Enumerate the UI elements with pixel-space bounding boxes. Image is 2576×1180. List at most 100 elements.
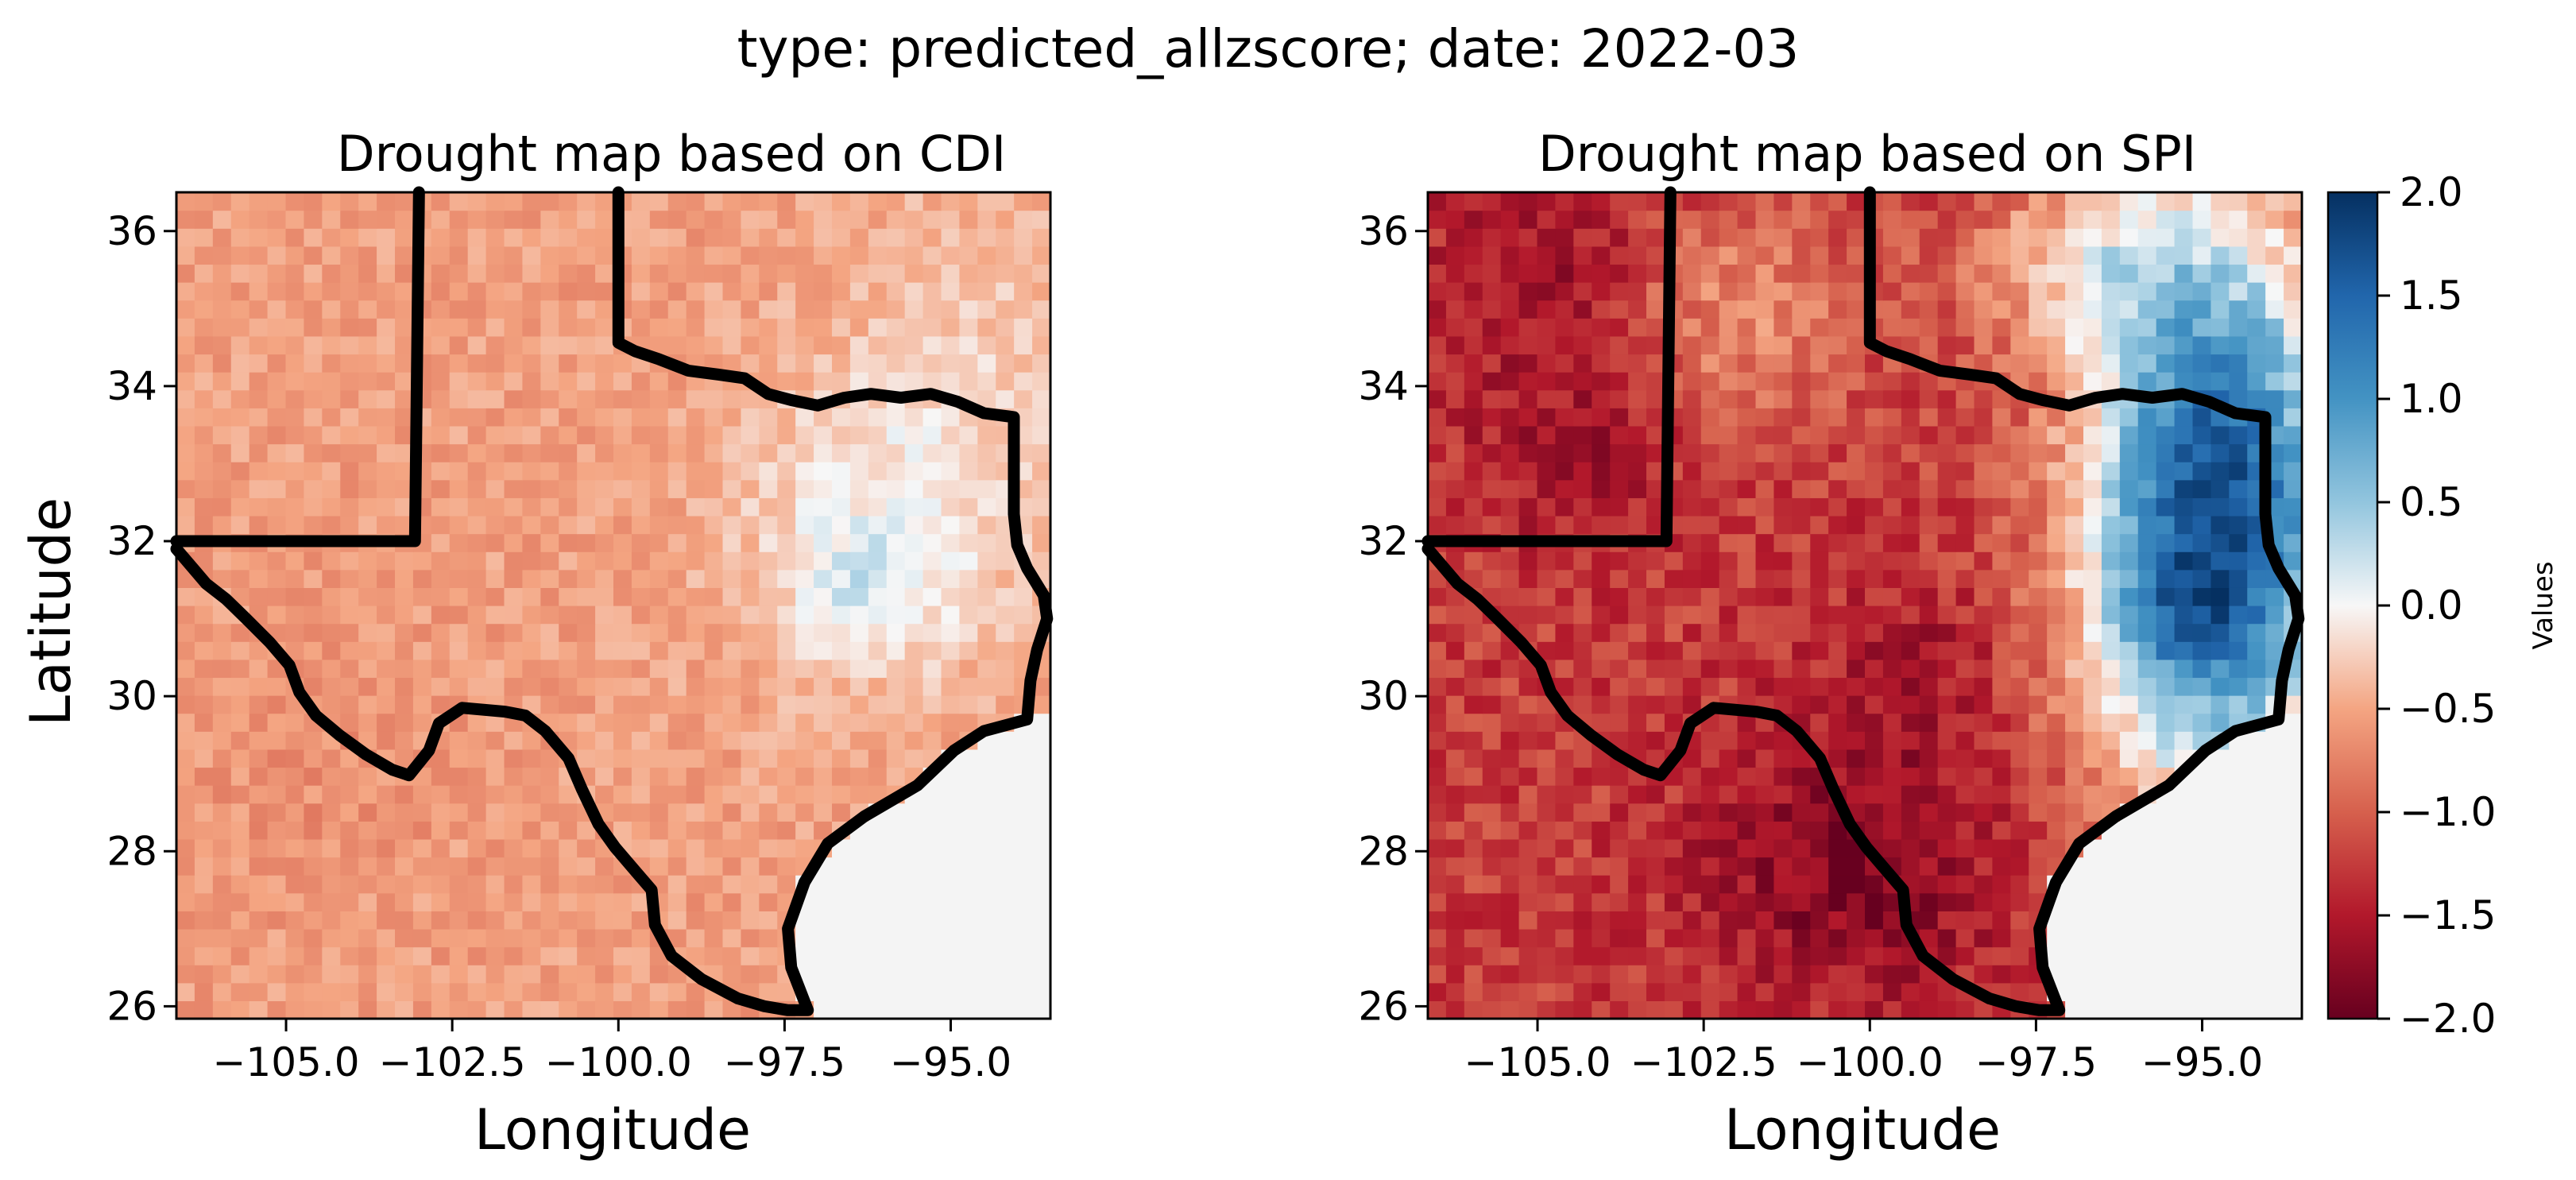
heatmap-cell (1737, 335, 1757, 355)
heatmap-cell (1810, 408, 1829, 427)
heatmap-cell (267, 264, 287, 283)
heatmap-cell (1792, 300, 1811, 319)
heatmap-cell (467, 982, 487, 1001)
heatmap-cell (814, 587, 833, 606)
heatmap-cell (2119, 515, 2139, 535)
heatmap-cell (832, 695, 851, 714)
heatmap-cell (849, 443, 869, 462)
heatmap-cell (2010, 228, 2029, 247)
heatmap-cell (1773, 264, 1793, 283)
heatmap-cell (2065, 533, 2084, 552)
heatmap-cell (704, 695, 724, 714)
heatmap-cell (649, 443, 669, 462)
heatmap-cell (1646, 282, 1665, 301)
heatmap-cell (1428, 659, 1447, 679)
heatmap-cell (1573, 569, 1592, 588)
heatmap-cell (849, 264, 869, 283)
heatmap-cell (2065, 803, 2084, 822)
heatmap-cell (2029, 282, 2048, 301)
heatmap-cell (194, 857, 214, 876)
heatmap-cell (395, 749, 414, 768)
heatmap-cell (230, 210, 250, 229)
heatmap-cell (1792, 354, 1811, 373)
heatmap-cell (2229, 946, 2248, 965)
heatmap-cell (741, 821, 760, 840)
heatmap-cell (959, 282, 978, 301)
heatmap-cell (2029, 551, 2048, 571)
heatmap-cell (395, 731, 414, 750)
heatmap-cell (722, 659, 742, 679)
heatmap-cell (722, 713, 742, 732)
heatmap-cell (304, 479, 323, 498)
heatmap-cell (1937, 425, 1957, 445)
heatmap-cell (2229, 462, 2248, 481)
heatmap-cell (2029, 659, 2048, 679)
heatmap-cell (1610, 282, 1629, 301)
heatmap-cell (996, 928, 1015, 948)
heatmap-cell (941, 515, 961, 535)
heatmap-cell (431, 282, 451, 301)
heatmap-cell (1428, 497, 1447, 516)
heatmap-cell (267, 479, 287, 498)
heatmap-cell (1847, 533, 1866, 552)
heatmap-cell (795, 462, 814, 481)
heatmap-cell (595, 1000, 614, 1019)
heatmap-cell (868, 192, 888, 211)
heatmap-cell (977, 965, 996, 984)
heatmap-cell (504, 749, 524, 768)
heatmap-cell (176, 875, 195, 894)
heatmap-cell (1428, 965, 1447, 984)
heatmap-cell (2047, 767, 2066, 786)
heatmap-cell (631, 264, 651, 283)
heatmap-cell (613, 497, 632, 516)
heatmap-cell (868, 282, 888, 301)
heatmap-cell (759, 982, 778, 1001)
heatmap-cell (1555, 911, 1574, 930)
heatmap-cell (1974, 749, 1994, 768)
colorbar-tick-label: −1.0 (2400, 789, 2496, 835)
heatmap-cell (340, 372, 359, 391)
heatmap-cell (267, 372, 287, 391)
heatmap-cell (449, 875, 469, 894)
heatmap-cell (1937, 605, 1957, 625)
heatmap-cell (1646, 838, 1665, 858)
heatmap-cell (2010, 192, 2029, 211)
heatmap-cell (1919, 443, 1939, 462)
heatmap-cell (941, 228, 961, 247)
heatmap-cell (2101, 318, 2121, 337)
heatmap-cell (595, 551, 614, 571)
heatmap-cell (176, 803, 195, 822)
heatmap-cell (2192, 587, 2212, 606)
heatmap-cell (704, 264, 724, 283)
heatmap-cell (2065, 264, 2084, 283)
heatmap-cell (777, 803, 796, 822)
heatmap-cell (540, 946, 559, 965)
heatmap-cell (959, 857, 978, 876)
heatmap-cell (1865, 425, 1884, 445)
heatmap-cell (1755, 192, 1775, 211)
heatmap-cell (540, 389, 559, 408)
heatmap-cell (2265, 354, 2284, 373)
heatmap-cell (1773, 354, 1793, 373)
heatmap-cell (922, 928, 942, 948)
heatmap-cell (322, 443, 341, 462)
heatmap-cell (1700, 659, 1720, 679)
heatmap-cell (759, 677, 778, 696)
heatmap-cell (249, 228, 269, 247)
heatmap-cell (1537, 785, 1557, 804)
heatmap-cell (1500, 1000, 1520, 1019)
heatmap-cell (377, 210, 396, 229)
heatmap-cell (504, 677, 524, 696)
heatmap-cell (1573, 749, 1592, 768)
heatmap-cell (795, 228, 814, 247)
heatmap-cell (722, 875, 742, 894)
y-tick-label: 32 (106, 518, 157, 564)
heatmap-cell (2083, 713, 2102, 732)
heatmap-cell (2083, 982, 2102, 1001)
heatmap-cell (485, 246, 505, 265)
heatmap-cell (559, 264, 578, 283)
heatmap-cell (176, 408, 195, 427)
heatmap-cell (1901, 821, 1920, 840)
heatmap-cell (1555, 425, 1574, 445)
heatmap-cell (2247, 246, 2266, 265)
